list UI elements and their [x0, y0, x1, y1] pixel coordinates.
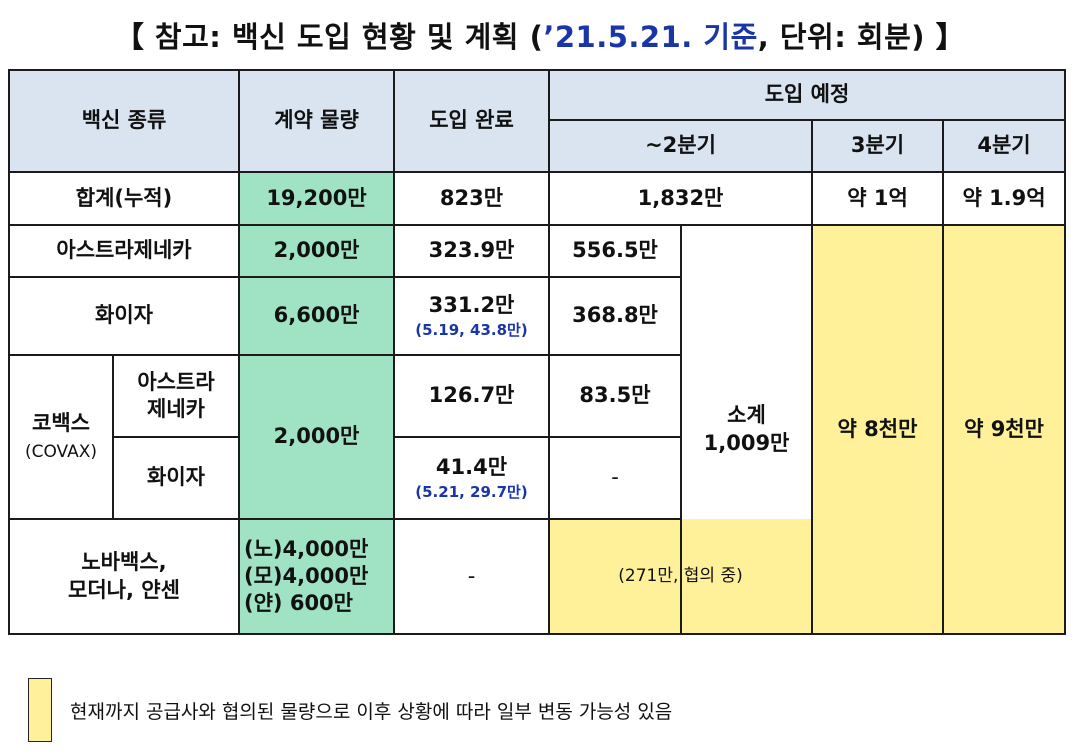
covax-label-cell: 코백스 (COVAX): [8, 354, 114, 520]
covax-az-q2: 83.5만: [548, 354, 682, 438]
header-q2: ~2분기: [548, 119, 813, 173]
az-label: 아스트라제네카: [8, 224, 240, 278]
covax-az-label: 아스트라제네카: [112, 354, 240, 438]
total-q4: 약 1.9억: [941, 171, 1067, 226]
others-contract-1: (노)4,000만: [244, 536, 369, 561]
total-delivered: 823만: [393, 171, 550, 226]
others-label-1: 노바백스,: [81, 550, 167, 575]
header-contract: 계약 물량: [238, 69, 395, 173]
others-contract-3: (얀) 600만: [244, 591, 353, 616]
az-delivered: 323.9만: [393, 224, 550, 278]
total-label: 합계(누적): [8, 171, 240, 226]
az-contract: 2,000만: [238, 224, 395, 278]
pfizer-delivered: 331.2만: [428, 292, 515, 317]
covax-label-en: (COVAX): [24, 442, 98, 462]
header-planned: 도입 예정: [547, 69, 1067, 121]
subtotal-value: 1,009만: [703, 430, 790, 455]
others-q2: (271만, 협의 중): [548, 518, 813, 635]
pfizer-contract: 6,600만: [238, 276, 395, 356]
covax-pf-q2: -: [548, 436, 682, 520]
covax-contract: 2,000만: [238, 354, 395, 520]
total-contract: 19,200만: [238, 171, 395, 226]
pfizer-q2: 368.8만: [548, 276, 682, 356]
covax-pf-delivered: 41.4만: [435, 454, 508, 479]
others-label-2: 모더나, 얀센: [68, 577, 180, 602]
others-label-cell: 노바백스, 모더나, 얀센: [8, 518, 240, 635]
pfizer-delivered-note: (5.19, 43.8만): [415, 320, 528, 339]
covax-pf-note: (5.21, 29.7만): [415, 482, 528, 501]
vaccine-table: 백신 종류 계약 물량 도입 완료 도입 예정 ~2분기 3분기 4분기 합계(…: [8, 69, 1067, 635]
title-suffix: , 단위: 회분) 】: [757, 20, 966, 54]
q4-value: 약 9천만: [941, 224, 1067, 635]
covax-az-delivered: 126.7만: [393, 354, 550, 438]
title-date: ’21.5.21. 기준: [543, 20, 758, 54]
others-delivered: -: [393, 518, 550, 635]
covax-pf-label: 화이자: [112, 436, 240, 520]
total-q3: 약 1억: [811, 171, 944, 226]
header-q4: 4분기: [941, 119, 1067, 173]
covax-label: 코백스: [32, 410, 90, 435]
legend-text: 현재까지 공급사와 협의된 물량으로 이후 상황에 따라 일부 변동 가능성 있…: [70, 701, 673, 723]
title-prefix: 【 참고: 백신 도입 현황 및 계획 (: [114, 20, 544, 54]
page-title: 【 참고: 백신 도입 현황 및 계획 (’21.5.21. 기준, 단위: 회…: [0, 14, 1080, 56]
legend-swatch: [28, 678, 52, 742]
pfizer-delivered-cell: 331.2만 (5.19, 43.8만): [393, 276, 550, 356]
total-q2: 1,832만: [548, 171, 813, 226]
header-delivered: 도입 완료: [393, 69, 550, 173]
pfizer-label: 화이자: [8, 276, 240, 356]
header-q3: 3분기: [811, 119, 944, 173]
header-vaccine-type: 백신 종류: [8, 69, 240, 173]
az-q2: 556.5만: [548, 224, 682, 278]
q3-value: 약 8천만: [811, 224, 944, 635]
covax-pf-delivered-cell: 41.4만 (5.21, 29.7만): [393, 436, 550, 520]
subtotal-label: 소계: [727, 403, 766, 428]
others-contract-cell: (노)4,000만 (모)4,000만 (얀) 600만: [238, 518, 395, 635]
others-contract-2: (모)4,000만: [244, 563, 369, 588]
